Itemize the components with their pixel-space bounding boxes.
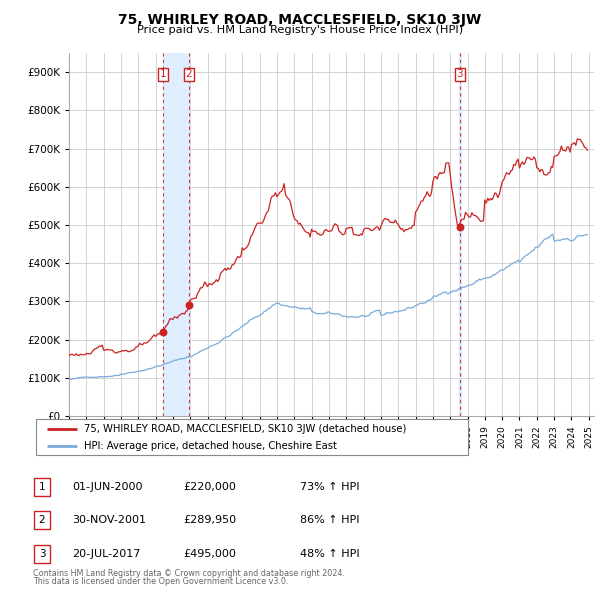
Point bbox=[455, 222, 464, 232]
Text: 48% ↑ HPI: 48% ↑ HPI bbox=[300, 549, 359, 559]
FancyBboxPatch shape bbox=[36, 419, 468, 455]
Text: 1: 1 bbox=[160, 70, 166, 80]
Bar bbox=[459, 53, 461, 416]
Text: 75, WHIRLEY ROAD, MACCLESFIELD, SK10 3JW: 75, WHIRLEY ROAD, MACCLESFIELD, SK10 3JW bbox=[118, 13, 482, 27]
Text: 01-JUN-2000: 01-JUN-2000 bbox=[72, 482, 143, 491]
Text: This data is licensed under the Open Government Licence v3.0.: This data is licensed under the Open Gov… bbox=[33, 578, 289, 586]
Text: 3: 3 bbox=[457, 70, 463, 80]
Text: 73% ↑ HPI: 73% ↑ HPI bbox=[300, 482, 359, 491]
FancyBboxPatch shape bbox=[34, 512, 50, 529]
Text: 2: 2 bbox=[185, 70, 192, 80]
Point bbox=[158, 327, 168, 337]
Text: £220,000: £220,000 bbox=[183, 482, 236, 491]
Text: HPI: Average price, detached house, Cheshire East: HPI: Average price, detached house, Ches… bbox=[83, 441, 337, 451]
Text: 30-NOV-2001: 30-NOV-2001 bbox=[72, 516, 146, 525]
Point bbox=[184, 300, 194, 310]
Text: Contains HM Land Registry data © Crown copyright and database right 2024.: Contains HM Land Registry data © Crown c… bbox=[33, 569, 345, 578]
Text: 2: 2 bbox=[38, 516, 46, 525]
Text: 20-JUL-2017: 20-JUL-2017 bbox=[72, 549, 140, 559]
FancyBboxPatch shape bbox=[34, 545, 50, 563]
Text: 75, WHIRLEY ROAD, MACCLESFIELD, SK10 3JW (detached house): 75, WHIRLEY ROAD, MACCLESFIELD, SK10 3JW… bbox=[83, 424, 406, 434]
Text: Price paid vs. HM Land Registry's House Price Index (HPI): Price paid vs. HM Land Registry's House … bbox=[137, 25, 463, 35]
FancyBboxPatch shape bbox=[34, 478, 50, 496]
Text: 1: 1 bbox=[38, 482, 46, 491]
Text: 3: 3 bbox=[38, 549, 46, 559]
Text: £495,000: £495,000 bbox=[183, 549, 236, 559]
Text: £289,950: £289,950 bbox=[183, 516, 236, 525]
Bar bbox=[163, 53, 189, 416]
Text: 86% ↑ HPI: 86% ↑ HPI bbox=[300, 516, 359, 525]
